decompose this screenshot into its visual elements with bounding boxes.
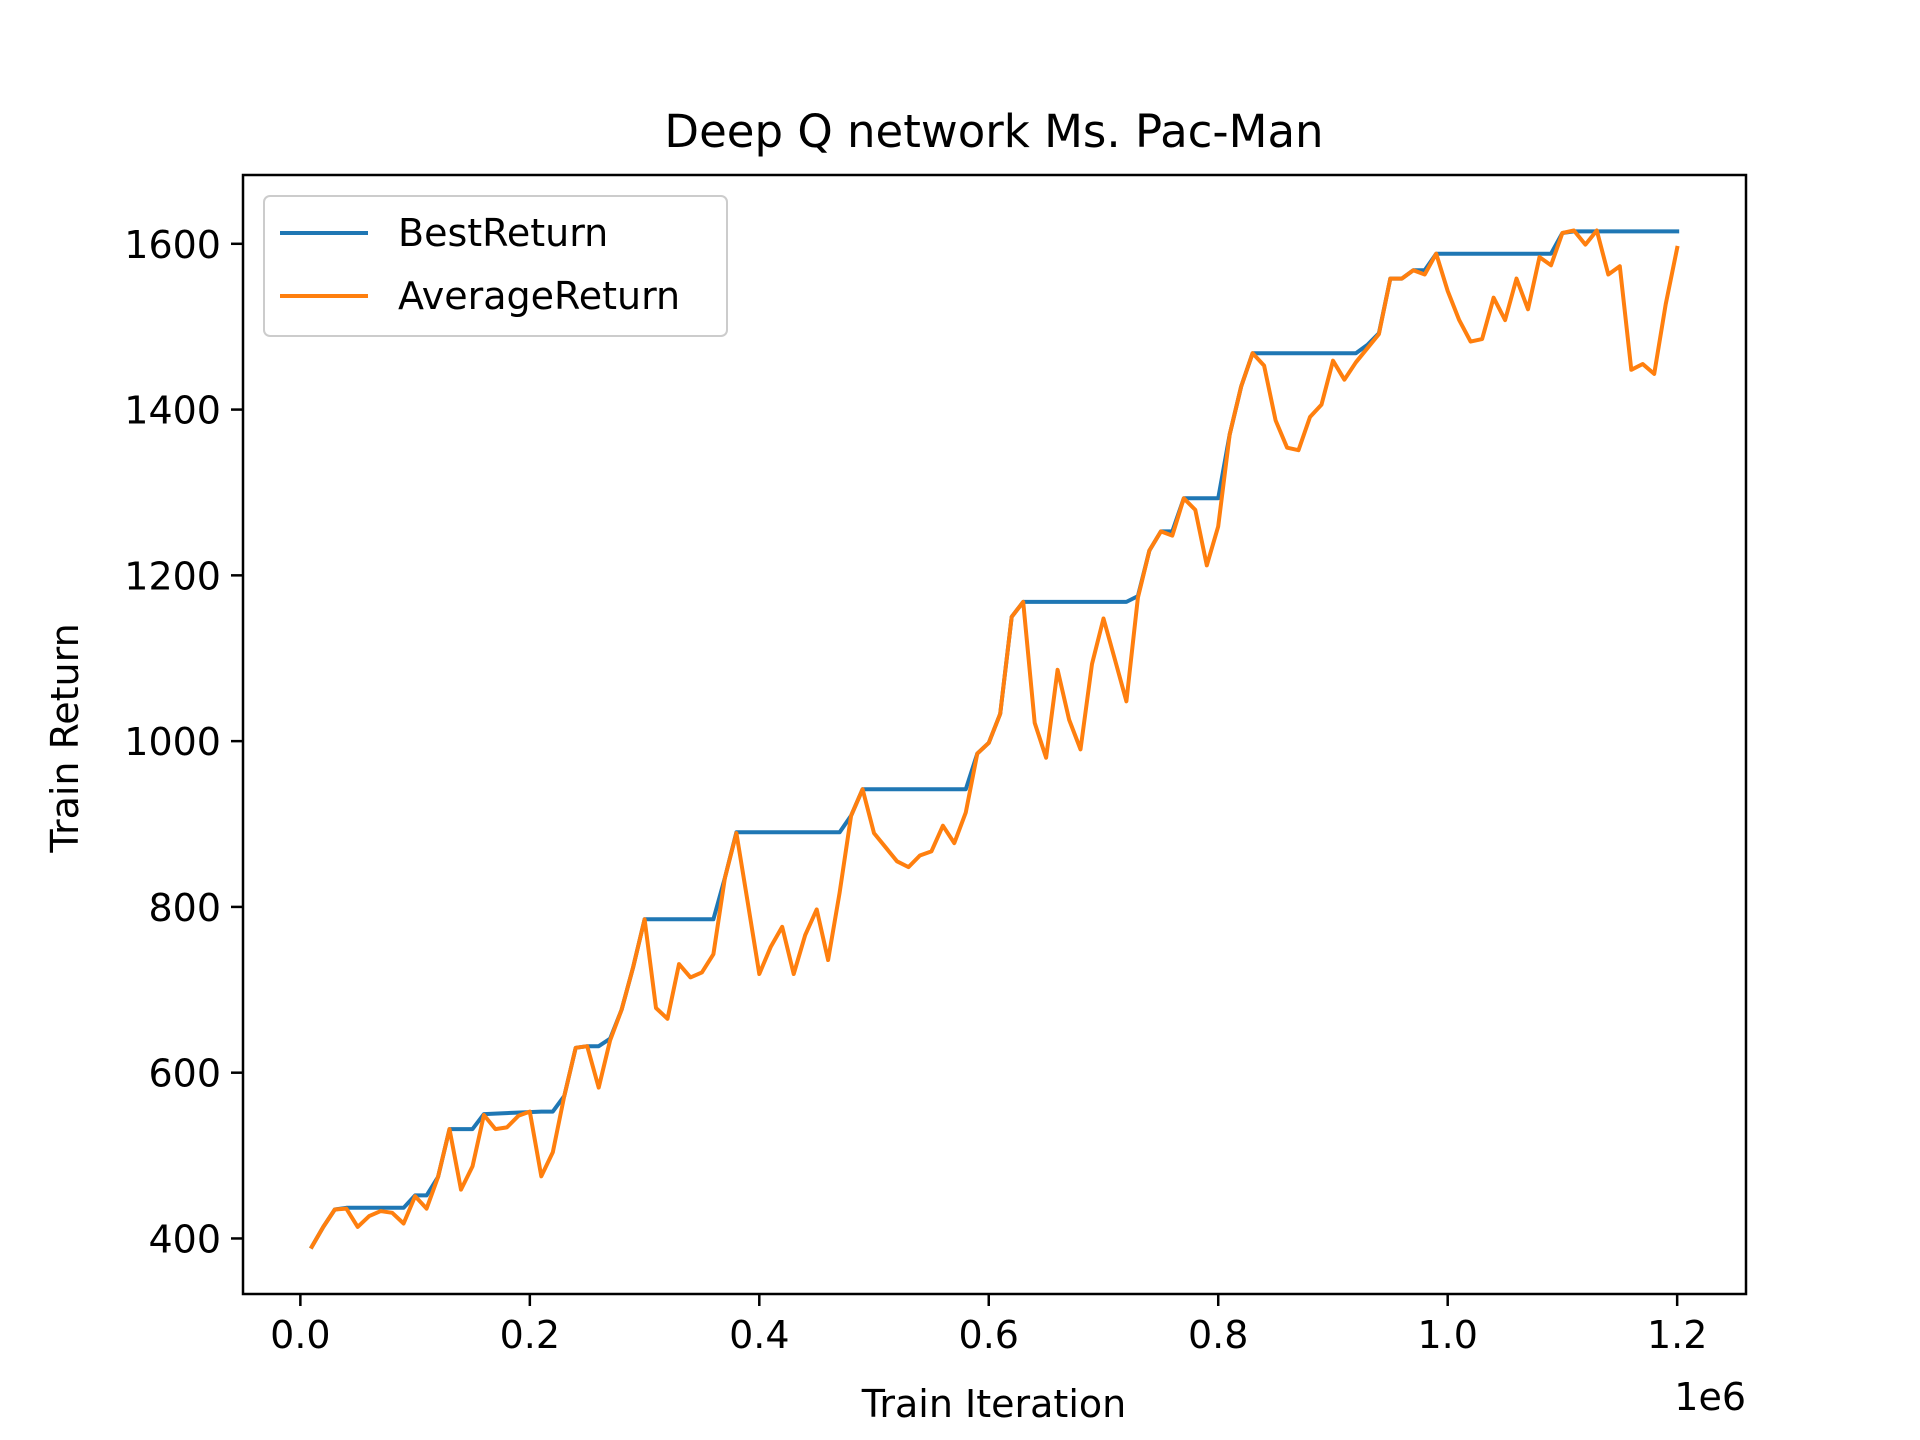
x-tick-label: 0.6 <box>959 1313 1019 1357</box>
x-tick-label: 1.2 <box>1647 1313 1707 1357</box>
legend-label: BestReturn <box>398 211 608 255</box>
x-tick-label: 0.2 <box>500 1313 560 1357</box>
x-tick-label: 0.8 <box>1188 1313 1248 1357</box>
y-tick-label: 800 <box>148 886 221 930</box>
legend-label: AverageReturn <box>398 274 680 318</box>
x-axis-label: Train Iteration <box>861 1382 1126 1426</box>
y-tick-label: 1600 <box>124 223 221 267</box>
y-tick-label: 400 <box>148 1217 221 1261</box>
plot-area: 0.0 0.2 0.4 0.6 0.8 1.0 1.2 400 600 800 1000 1200 14… <box>124 173 1748 1357</box>
y-axis-label: Train Return <box>43 623 87 853</box>
y-tick-label: 1400 <box>124 389 221 433</box>
chart-title: Deep Q network Ms. Pac-Man <box>664 105 1323 158</box>
y-tick-label: 600 <box>148 1052 221 1096</box>
y-tick-label: 1000 <box>124 720 221 764</box>
series-line-averagereturn <box>309 228 1680 1250</box>
x-tick-label: 0.0 <box>270 1313 330 1357</box>
x-tick-label: 0.4 <box>729 1313 789 1357</box>
y-tick-label: 1200 <box>124 554 221 598</box>
axes-frame <box>241 173 1748 1296</box>
x-tick-label: 1.0 <box>1417 1313 1477 1357</box>
x-axis-offset-label: 1e6 <box>1674 1375 1746 1419</box>
legend-box <box>263 195 728 337</box>
